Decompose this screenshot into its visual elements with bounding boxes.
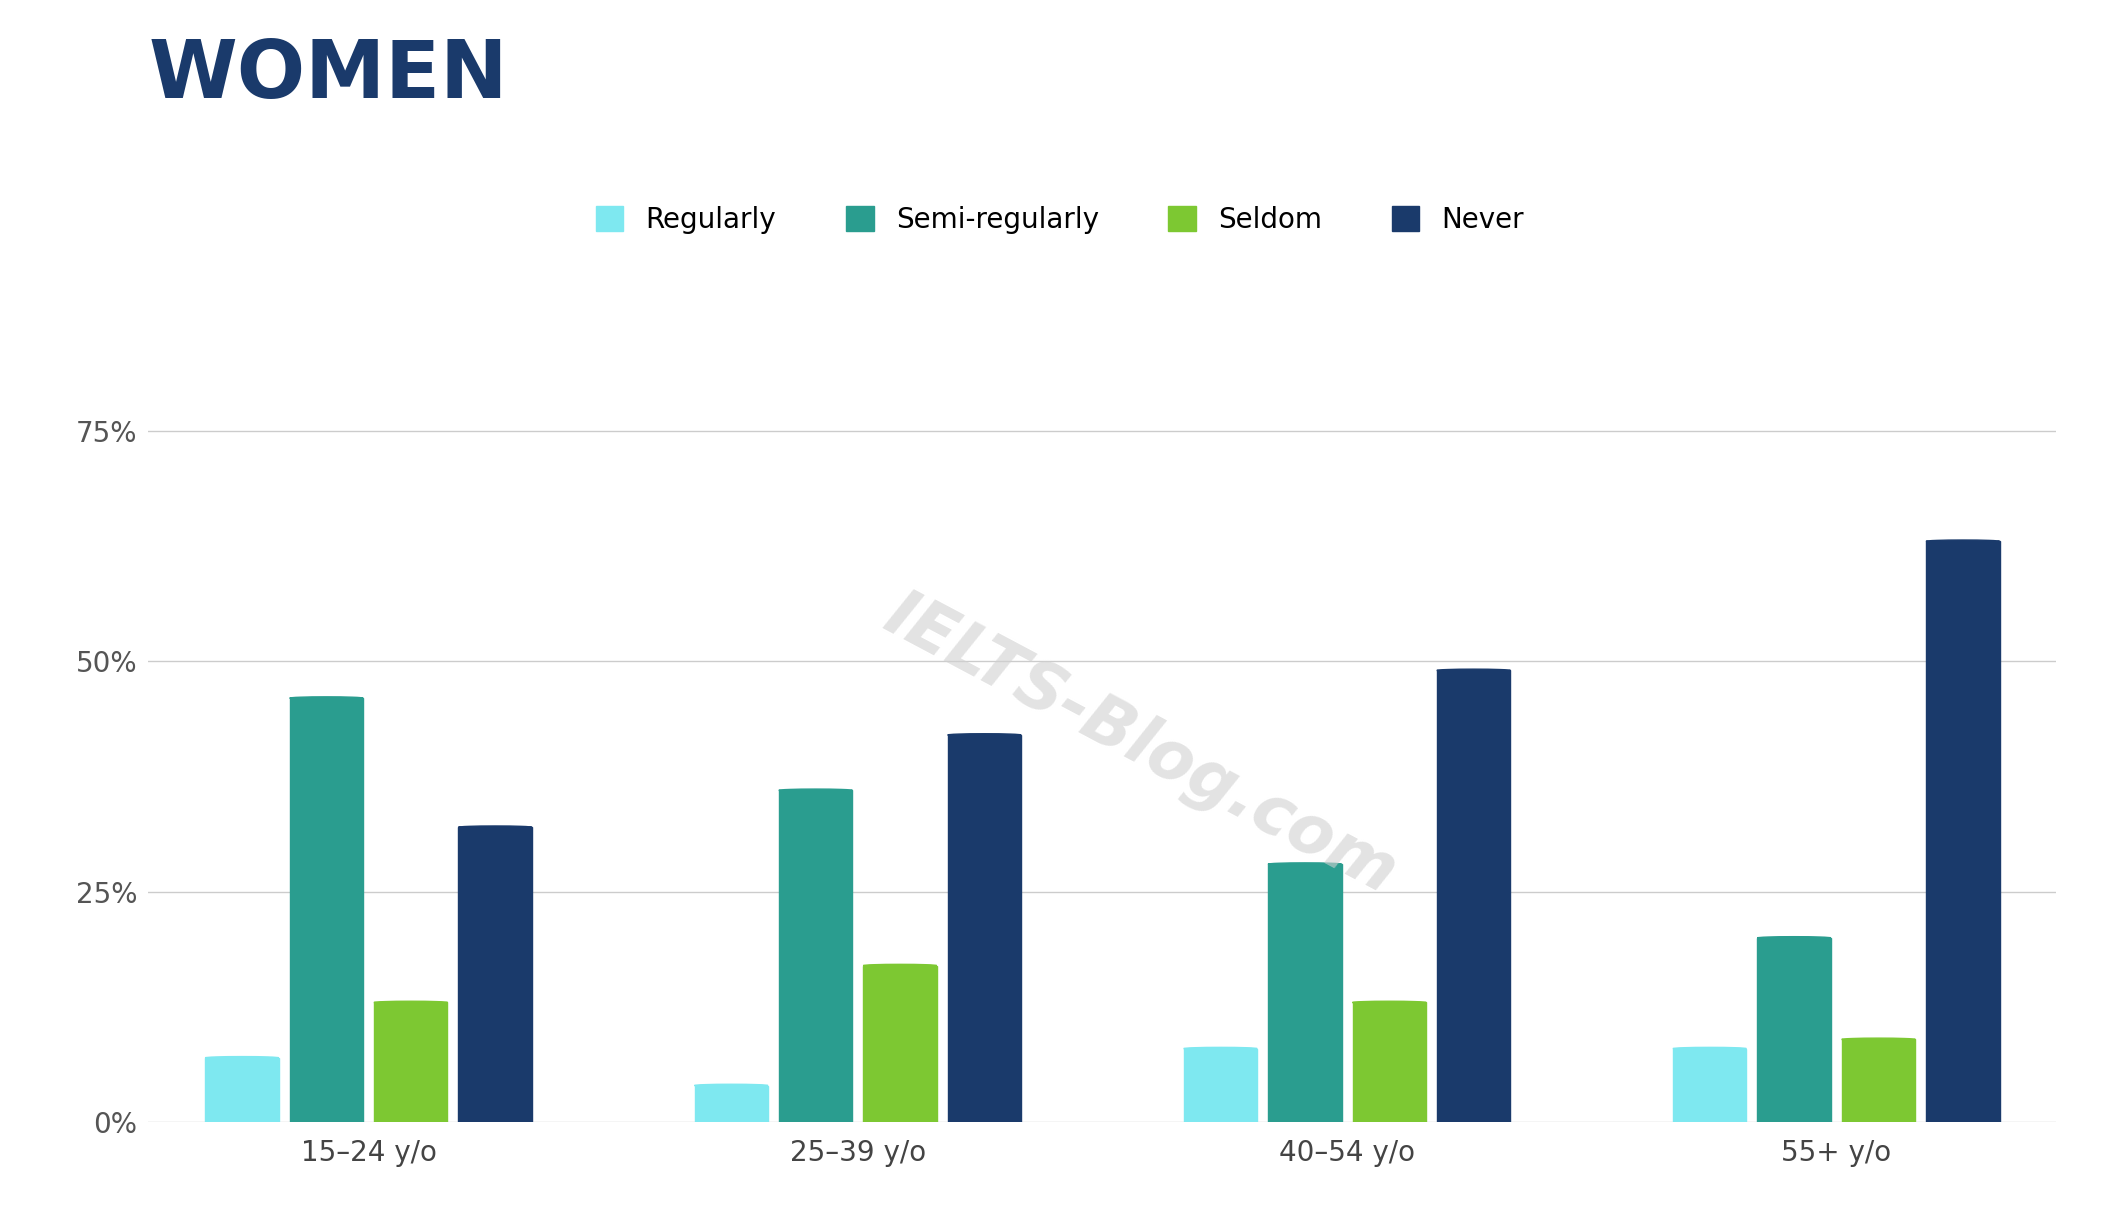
Bar <box>373 1003 447 1122</box>
Ellipse shape <box>373 1002 447 1004</box>
Ellipse shape <box>863 964 937 966</box>
Ellipse shape <box>1353 1002 1427 1004</box>
Bar <box>290 698 363 1122</box>
Text: WOMEN: WOMEN <box>148 37 509 115</box>
Ellipse shape <box>206 1057 278 1059</box>
Legend: Regularly, Semi-regularly, Seldom, Never: Regularly, Semi-regularly, Seldom, Never <box>585 194 1535 245</box>
Ellipse shape <box>1268 863 1342 865</box>
Bar <box>1437 671 1509 1122</box>
Ellipse shape <box>290 697 363 699</box>
Bar <box>206 1058 278 1122</box>
Bar <box>948 734 1022 1122</box>
Bar <box>1268 864 1342 1122</box>
Ellipse shape <box>778 789 852 792</box>
Ellipse shape <box>1183 1047 1257 1050</box>
Bar <box>1842 1039 1914 1122</box>
Bar <box>863 965 937 1122</box>
Bar <box>778 791 852 1122</box>
Bar <box>1757 938 1832 1122</box>
Ellipse shape <box>1673 1047 1747 1050</box>
Ellipse shape <box>948 733 1022 736</box>
Ellipse shape <box>458 826 532 828</box>
Bar <box>1927 542 1999 1122</box>
Bar <box>1353 1003 1427 1122</box>
Bar <box>1673 1049 1747 1122</box>
Ellipse shape <box>1842 1038 1914 1041</box>
Ellipse shape <box>1437 669 1509 672</box>
Ellipse shape <box>1757 937 1832 939</box>
Text: IELTS-Blog.com: IELTS-Blog.com <box>873 581 1408 908</box>
Ellipse shape <box>695 1085 767 1087</box>
Bar <box>695 1086 767 1122</box>
Bar <box>458 827 532 1122</box>
Ellipse shape <box>1927 540 1999 543</box>
Bar <box>1183 1049 1257 1122</box>
